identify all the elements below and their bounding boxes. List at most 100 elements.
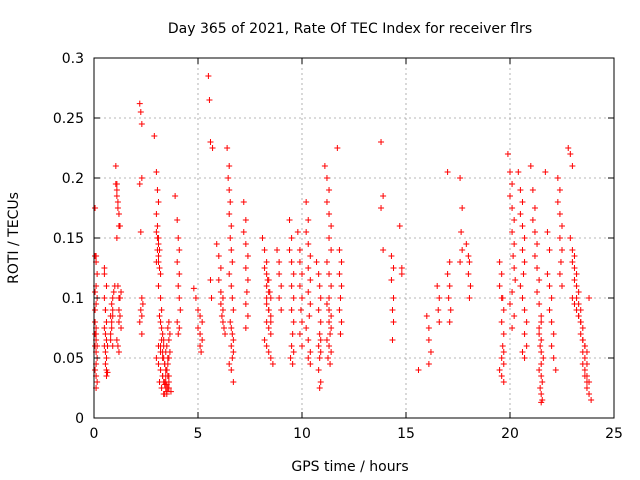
data-point bbox=[444, 169, 451, 175]
y-tick-label: 0.05 bbox=[53, 351, 84, 367]
data-point bbox=[92, 367, 99, 373]
data-point bbox=[287, 355, 294, 361]
data-point bbox=[575, 289, 582, 295]
data-point bbox=[198, 349, 205, 355]
data-point bbox=[326, 271, 333, 277]
data-point bbox=[519, 247, 526, 253]
data-point bbox=[510, 253, 517, 259]
data-point bbox=[581, 373, 588, 379]
data-point bbox=[176, 295, 183, 301]
data-point bbox=[583, 349, 590, 355]
data-point bbox=[323, 259, 330, 265]
data-point bbox=[118, 289, 125, 295]
data-point bbox=[390, 265, 397, 271]
data-point bbox=[227, 199, 234, 205]
data-point bbox=[573, 271, 580, 277]
data-point bbox=[290, 295, 297, 301]
data-point bbox=[267, 319, 274, 325]
data-point bbox=[156, 265, 163, 271]
data-point bbox=[104, 369, 111, 376]
data-point bbox=[158, 325, 165, 331]
data-point bbox=[108, 325, 115, 331]
data-point bbox=[326, 187, 333, 193]
data-point bbox=[521, 331, 528, 337]
data-point bbox=[276, 271, 283, 277]
data-point bbox=[499, 295, 506, 301]
data-point bbox=[174, 259, 181, 265]
data-point bbox=[328, 223, 335, 229]
data-point bbox=[498, 271, 505, 277]
data-point bbox=[315, 367, 322, 373]
data-point bbox=[205, 73, 212, 79]
data-point bbox=[509, 181, 516, 187]
data-point bbox=[263, 301, 270, 307]
data-point bbox=[581, 367, 588, 373]
data-point bbox=[288, 307, 295, 313]
data-point bbox=[540, 355, 547, 361]
data-point bbox=[219, 307, 226, 313]
data-point bbox=[261, 265, 268, 271]
y-tick-label: 0.3 bbox=[62, 51, 84, 67]
data-point bbox=[296, 331, 303, 337]
data-point bbox=[167, 388, 174, 395]
data-point bbox=[556, 271, 563, 277]
data-point bbox=[263, 271, 270, 277]
data-point bbox=[117, 313, 123, 319]
data-point bbox=[427, 349, 434, 355]
data-point bbox=[176, 325, 183, 331]
data-point bbox=[162, 379, 169, 385]
data-point bbox=[323, 199, 330, 205]
data-point bbox=[325, 355, 331, 361]
data-point bbox=[575, 313, 582, 319]
data-point bbox=[104, 343, 111, 349]
data-point bbox=[244, 277, 251, 283]
data-point bbox=[155, 241, 162, 247]
data-point bbox=[507, 169, 513, 175]
data-point bbox=[496, 367, 503, 373]
data-point bbox=[586, 391, 593, 397]
data-point bbox=[137, 229, 144, 235]
data-point bbox=[276, 259, 283, 265]
data-point bbox=[511, 217, 518, 223]
data-point bbox=[228, 223, 235, 229]
data-point bbox=[509, 229, 516, 235]
data-point bbox=[326, 343, 333, 349]
data-point bbox=[536, 325, 543, 331]
data-point bbox=[92, 319, 99, 325]
data-point bbox=[164, 325, 171, 331]
data-point bbox=[509, 325, 516, 331]
data-point bbox=[534, 241, 541, 247]
data-point bbox=[217, 265, 224, 271]
data-point bbox=[511, 313, 518, 319]
data-point bbox=[136, 100, 143, 107]
data-point bbox=[114, 199, 121, 205]
data-point bbox=[509, 205, 516, 211]
data-point bbox=[102, 361, 109, 367]
data-point bbox=[445, 295, 452, 301]
data-point bbox=[267, 313, 274, 319]
data-point bbox=[326, 307, 333, 313]
data-point bbox=[114, 343, 121, 349]
data-point bbox=[296, 283, 303, 289]
data-point bbox=[278, 307, 285, 313]
data-point bbox=[306, 313, 313, 319]
data-point bbox=[316, 385, 323, 391]
data-point bbox=[520, 271, 527, 277]
data-point bbox=[242, 241, 249, 247]
data-point bbox=[224, 145, 231, 151]
data-point bbox=[509, 289, 516, 295]
data-point bbox=[114, 205, 121, 211]
data-point bbox=[317, 319, 324, 325]
data-point bbox=[227, 319, 234, 325]
data-point bbox=[573, 283, 580, 289]
data-point bbox=[466, 295, 473, 301]
data-point bbox=[378, 205, 385, 211]
data-point bbox=[552, 367, 559, 373]
data-point bbox=[559, 283, 565, 289]
data-point bbox=[519, 199, 526, 205]
data-point bbox=[228, 283, 235, 289]
data-point bbox=[415, 367, 422, 373]
data-point bbox=[259, 235, 266, 241]
data-point bbox=[230, 307, 237, 313]
data-point bbox=[117, 295, 123, 301]
